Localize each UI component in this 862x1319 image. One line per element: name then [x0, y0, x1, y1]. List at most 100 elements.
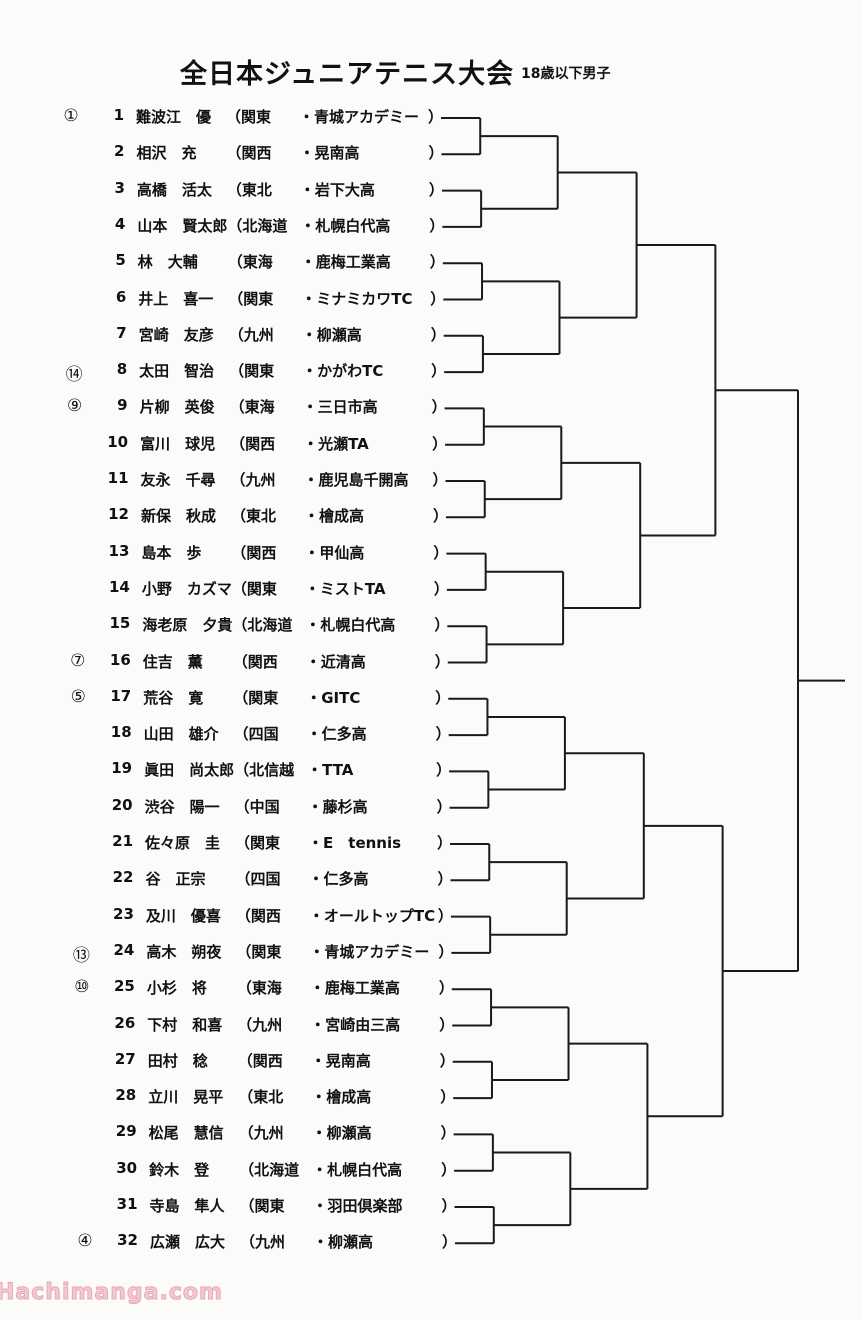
player-region: （四国 — [235, 870, 281, 889]
player-name: 難波江 優 — [136, 108, 212, 126]
player-region: （関西 — [237, 1051, 283, 1070]
player-name: 渋谷 陽一 — [144, 797, 220, 816]
draw-number: 16 — [109, 650, 131, 669]
closing-paren: ） — [433, 543, 449, 562]
player-name: 高橋 活太 — [136, 180, 212, 199]
player-school: ・柳瀬高 — [313, 1233, 374, 1252]
seed-badge: ⑤ — [70, 686, 86, 707]
player-name: 林 大輔 — [137, 253, 198, 272]
player-region: （関東 — [236, 942, 282, 961]
closing-paren: ） — [437, 834, 453, 852]
closing-paren: ） — [431, 398, 447, 417]
closing-paren: ） — [437, 870, 453, 889]
player-school: ・鹿梅工業高 — [300, 253, 391, 272]
player-name: 友永 千尋 — [140, 471, 216, 489]
player-region: （九州 — [237, 1015, 283, 1034]
player-region: （九州 — [240, 1233, 286, 1252]
closing-paren: ） — [432, 434, 448, 453]
seed-badge: ⑨ — [66, 396, 83, 417]
player-name: 寺島 隼人 — [149, 1197, 225, 1215]
closing-paren: ） — [436, 797, 452, 816]
player-school: ・檜成高 — [311, 1088, 372, 1107]
player-region: （関西 — [232, 652, 278, 671]
closing-paren: ） — [432, 471, 448, 489]
closing-paren: ） — [434, 652, 450, 671]
player-school: ・柳瀬高 — [311, 1124, 372, 1143]
player-school: ・柳瀬高 — [301, 325, 362, 344]
closing-paren: ） — [435, 725, 451, 744]
draw-number: 19 — [111, 759, 133, 778]
player-school: ・仁多高 — [308, 870, 369, 889]
player-name: 立川 晃平 — [148, 1088, 224, 1107]
player-name: 井上 喜一 — [138, 289, 214, 308]
player-region: （関東 — [233, 688, 279, 707]
closing-paren: ） — [438, 979, 454, 998]
seed-badge: ⑩ — [74, 977, 90, 998]
player-school: ・ミストTA — [304, 579, 386, 598]
draw-number: 22 — [112, 868, 134, 887]
player-region: （中国 — [234, 797, 280, 816]
player-name: 小野 カズマ — [141, 579, 232, 598]
player-region: （関西 — [230, 434, 276, 453]
player-school: ・TTA — [307, 761, 354, 780]
player-region: （九州 — [230, 471, 276, 489]
seed-badge: ⑬ — [72, 945, 90, 966]
player-school: ・札幌白代高 — [305, 616, 396, 635]
draw-number: 14 — [108, 577, 130, 596]
player-region: （北海道 — [227, 216, 288, 235]
draw-number: 7 — [116, 323, 127, 342]
player-region: （四国 — [233, 725, 279, 744]
draw-number: 21 — [112, 832, 134, 850]
player-school: ・GITC — [306, 688, 361, 707]
closing-paren: ） — [440, 1088, 456, 1107]
player-name: 松尾 慧信 — [148, 1124, 224, 1143]
closing-paren: ） — [428, 180, 444, 199]
player-school: ・かがわTC — [302, 362, 384, 381]
player-name: 高木 朔夜 — [146, 942, 222, 961]
closing-paren: ） — [441, 1160, 457, 1179]
closing-paren: ） — [437, 906, 453, 925]
closing-paren: ） — [436, 761, 452, 780]
closing-paren: ） — [439, 1015, 455, 1034]
draw-number: 17 — [110, 686, 132, 705]
watermark-logo: Hachimanga.com — [0, 1280, 223, 1306]
player-region: （関東 — [235, 834, 281, 852]
draw-number: 13 — [108, 541, 130, 560]
closing-paren: ） — [428, 108, 444, 126]
player-name: 山田 雄介 — [143, 725, 219, 744]
player-name: 富川 球児 — [140, 434, 216, 453]
closing-paren: ） — [439, 1051, 455, 1070]
draw-number: 32 — [117, 1231, 138, 1250]
closing-paren: ） — [440, 1124, 456, 1143]
player-name: 荒谷 寛 — [143, 688, 204, 707]
player-name: 海老原 夕貴 — [142, 616, 233, 635]
draw-number: 26 — [114, 1013, 136, 1032]
closing-paren: ） — [431, 362, 447, 381]
closing-paren: ） — [429, 253, 445, 272]
player-name: 新保 秋成 — [140, 507, 216, 526]
draw-number: 3 — [114, 178, 125, 197]
player-region: （東海 — [229, 398, 275, 417]
player-school: ・E tennis — [308, 834, 402, 852]
draw-number: 25 — [113, 977, 135, 996]
player-region: （東北 — [238, 1088, 284, 1107]
player-name: 住吉 薫 — [142, 652, 203, 671]
player-name: 及川 優喜 — [145, 906, 221, 925]
draw-number: 27 — [114, 1049, 136, 1068]
draw-number: 30 — [116, 1158, 138, 1177]
player-school: ・晃南高 — [299, 144, 360, 163]
draw-number: 4 — [114, 214, 126, 233]
draw-number: 24 — [113, 940, 135, 959]
player-school: ・光瀬TA — [303, 434, 369, 453]
player-region: （東北 — [226, 180, 272, 199]
closing-paren: ） — [429, 216, 445, 235]
player-region: （関西 — [235, 906, 281, 925]
player-school: ・札幌白代高 — [312, 1160, 403, 1179]
draw-number: 20 — [111, 795, 133, 814]
player-name: 小杉 将 — [146, 979, 207, 998]
player-region: （北海道 — [232, 616, 293, 635]
closing-paren: ） — [433, 579, 449, 598]
player-school: ・檜成高 — [303, 507, 364, 526]
player-school: ・晃南高 — [310, 1051, 371, 1070]
